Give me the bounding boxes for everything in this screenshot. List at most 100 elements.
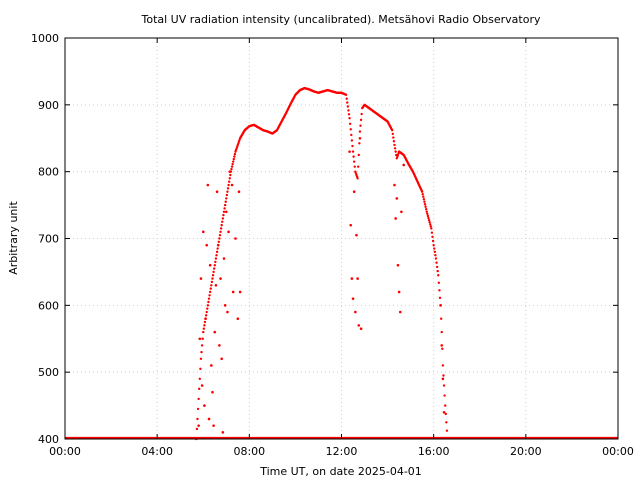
data-point	[349, 128, 352, 131]
data-point-scatter	[226, 310, 229, 314]
data-point	[392, 140, 396, 143]
y-tick-label: 600	[38, 299, 59, 312]
data-point-scatter	[356, 277, 359, 280]
x-axis-label: Time UT, on date 2025-04-01	[259, 465, 422, 478]
data-point	[346, 105, 350, 108]
data-point	[440, 330, 443, 334]
data-point-scatter	[212, 424, 215, 427]
data-point	[230, 167, 233, 171]
data-point	[351, 150, 355, 153]
data-point	[445, 421, 448, 424]
data-point	[443, 404, 447, 407]
data-point	[438, 296, 442, 300]
data-point	[207, 300, 210, 304]
data-point	[422, 195, 425, 198]
data-point	[219, 227, 223, 230]
data-point	[433, 247, 436, 250]
data-point	[428, 221, 431, 224]
data-point-scatter	[207, 417, 211, 421]
data-point	[223, 203, 227, 207]
data-point-scatter	[211, 390, 214, 394]
data-point	[441, 364, 445, 367]
data-point	[429, 225, 432, 228]
data-point	[199, 357, 203, 360]
data-point	[393, 147, 397, 150]
data-point-scatter	[223, 304, 227, 307]
data-point	[421, 193, 424, 196]
data-point	[390, 129, 394, 132]
data-point	[200, 350, 203, 354]
data-point	[202, 330, 205, 334]
x-tick-label: 00:00	[49, 445, 81, 458]
data-point	[438, 289, 441, 292]
data-point	[442, 384, 446, 387]
data-point	[229, 173, 232, 177]
data-point	[225, 193, 229, 197]
data-point	[352, 155, 355, 158]
data-point	[231, 162, 234, 166]
data-point	[426, 214, 430, 218]
data-point	[422, 198, 426, 201]
data-point	[196, 417, 199, 421]
x-tick-label: 00:00	[602, 445, 634, 458]
data-point	[207, 297, 211, 300]
data-point	[359, 124, 362, 127]
data-point	[360, 112, 363, 116]
data-point	[206, 304, 210, 307]
data-point	[427, 218, 431, 222]
data-point	[205, 310, 208, 314]
data-point-scatter	[205, 243, 209, 247]
x-tick-labels: 00:00 04:00 08:00 12:00 16:00 20:00 00:00	[49, 445, 634, 458]
data-point	[357, 165, 360, 168]
data-point	[206, 307, 209, 310]
data-point	[437, 281, 441, 284]
data-point-scatter	[208, 263, 212, 267]
data-point	[348, 122, 352, 125]
data-point	[213, 264, 216, 267]
data-point-scatter	[236, 317, 240, 321]
x-tick-label: 08:00	[233, 445, 265, 458]
data-point-scatter	[216, 243, 220, 247]
y-tick-label: 400	[38, 433, 59, 446]
data-point	[232, 157, 235, 161]
data-point-scatter	[203, 404, 206, 407]
data-point	[203, 324, 206, 327]
data-point	[444, 412, 447, 416]
data-point	[224, 200, 227, 203]
data-point	[214, 260, 217, 264]
data-point	[217, 240, 221, 244]
data-point-scatter	[204, 317, 207, 321]
x-tick-label: 16:00	[418, 445, 450, 458]
data-point	[433, 250, 437, 254]
data-point-scatter	[442, 410, 446, 414]
data-point-scatter	[440, 344, 444, 347]
data-point	[442, 374, 445, 377]
data-point	[427, 216, 430, 220]
data-point	[221, 220, 224, 223]
data-point	[431, 239, 435, 243]
data-point	[351, 144, 354, 148]
y-tick-label: 1000	[31, 32, 59, 45]
data-point	[220, 223, 223, 227]
data-point	[212, 267, 216, 270]
data-point-scatter	[400, 210, 403, 214]
data-point	[219, 230, 222, 234]
data-point	[204, 314, 208, 317]
data-point-scatter	[201, 230, 205, 234]
data-point-scatter	[230, 183, 234, 187]
data-point	[434, 254, 437, 257]
data-point	[199, 367, 202, 371]
data-point	[226, 187, 230, 190]
data-point-scatter	[352, 190, 356, 194]
data-point	[201, 337, 204, 340]
data-point	[429, 223, 432, 226]
data-point-scatter	[355, 233, 358, 237]
data-point	[348, 117, 351, 120]
data-point-scatter	[398, 310, 402, 314]
y-tick-label: 800	[38, 166, 59, 179]
data-point	[211, 277, 214, 280]
data-point	[434, 257, 438, 260]
data-point-scatter	[397, 290, 401, 294]
data-point	[350, 139, 354, 142]
